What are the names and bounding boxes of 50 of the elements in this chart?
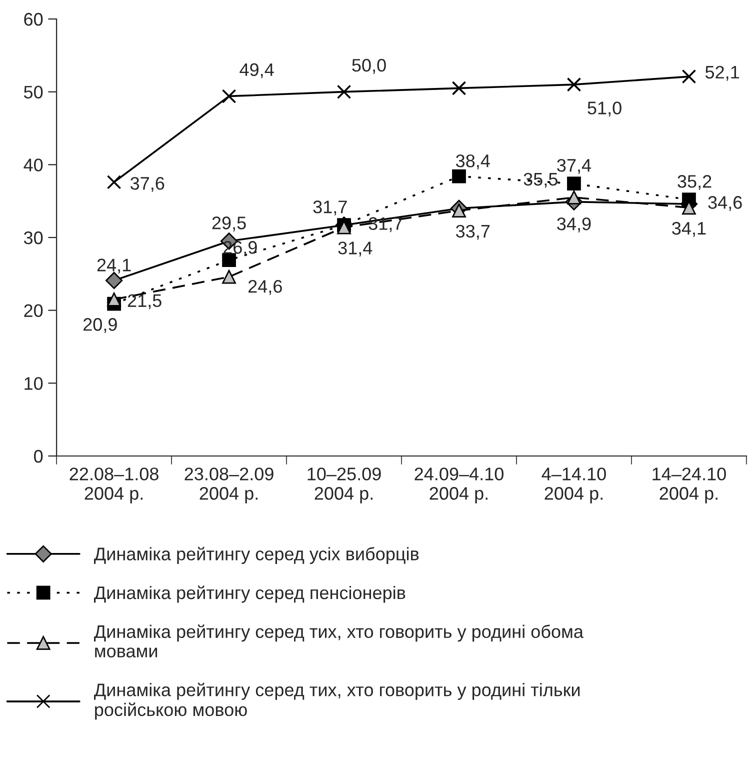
data-label: 24,6: [248, 280, 282, 295]
point: [107, 292, 121, 306]
point: [567, 176, 581, 191]
y-tick-label: 20: [24, 304, 43, 318]
data-label: 29,5: [212, 216, 246, 232]
data-label: 35,5: [524, 172, 558, 188]
data-label: 52,1: [705, 66, 739, 81]
legend-label: Динаміка рейтингу серед пенсіонерів: [94, 586, 406, 603]
data-label: 35,2: [678, 175, 712, 190]
point: [452, 169, 466, 184]
data-label: 20,9: [83, 318, 117, 333]
point: [567, 190, 581, 204]
y-tick-label: 50: [24, 86, 43, 99]
y-tick-label: 40: [24, 158, 43, 172]
point: [682, 69, 696, 84]
point: [452, 81, 466, 96]
data-label: 51,0: [588, 102, 622, 117]
x-tick-label: 4–14.10 2004 р.: [542, 468, 606, 504]
data-label: 34,1: [672, 222, 706, 237]
data-label: 31,7: [313, 200, 347, 216]
data-label: 37,4: [557, 159, 592, 174]
point: [566, 77, 582, 92]
legend-label: Динаміка рейтингу серед тих, хто говорить у родині тільки російською мовою: [94, 682, 580, 720]
y-tick-label: 30: [24, 231, 43, 244]
data-label: 24,1: [97, 258, 131, 274]
data-label: 31,7: [368, 217, 402, 232]
legend-label: Динаміка рейтингу серед усіх виборців: [94, 546, 419, 564]
y-tick-label: 60: [24, 12, 43, 26]
data-label: 33,7: [456, 224, 490, 240]
y-tick-label: 0: [34, 450, 43, 463]
data-label: 21,5: [128, 294, 162, 310]
point: [106, 174, 122, 190]
x-tick-label: 10–25.09 2004 р.: [308, 468, 381, 504]
point: [222, 89, 236, 104]
y-tick-label: 10: [24, 377, 43, 390]
point: [222, 270, 236, 284]
x-tick-label: 23.08–2.09 2004 р.: [184, 468, 274, 504]
data-label: 49,4: [240, 63, 274, 78]
point: [452, 204, 466, 218]
x-tick-label: 22.08–1.08 2004 р.: [70, 468, 158, 504]
data-label: 38,4: [456, 154, 490, 170]
data-label: 37,6: [130, 176, 164, 192]
legend-label: Динаміка рейтингу серед тих, хто говорить у родині обома мовами: [94, 624, 584, 658]
data-label: 34,9: [557, 217, 591, 232]
x-tick-label: 14–24.10 2004 р.: [652, 468, 726, 504]
x-tick-label: 24.09–4.10 2004 р.: [414, 468, 504, 504]
data-label: 34,6: [708, 196, 742, 211]
data-label: 31,4: [338, 242, 372, 257]
data-label: 50,0: [352, 58, 386, 74]
point: [336, 84, 352, 99]
